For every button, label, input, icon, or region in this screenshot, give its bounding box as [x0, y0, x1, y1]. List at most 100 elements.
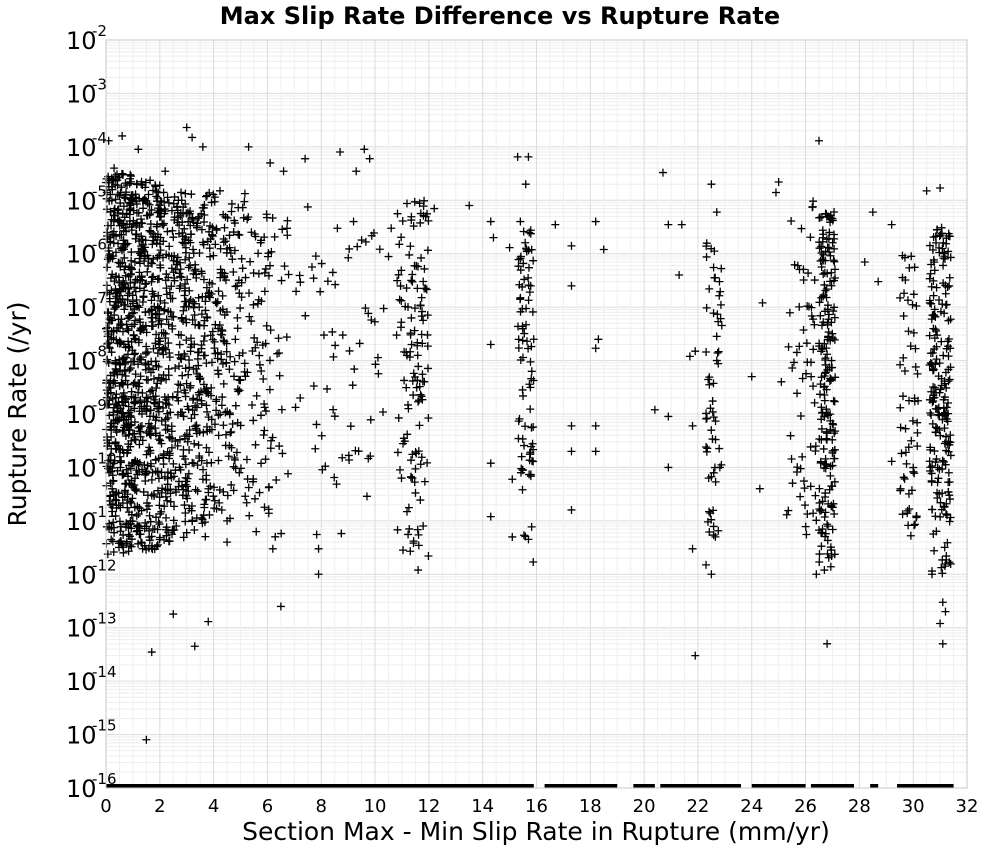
data-point — [944, 487, 953, 496]
data-point — [111, 359, 120, 368]
data-point — [195, 453, 204, 462]
data-point — [828, 363, 837, 372]
data-point — [517, 464, 526, 473]
data-point — [226, 428, 235, 437]
y-tick-exponent: -9 — [92, 396, 107, 414]
data-point — [205, 510, 214, 519]
data-point — [211, 420, 219, 429]
data-point — [113, 417, 122, 426]
data-point — [709, 413, 718, 422]
data-point — [161, 329, 170, 338]
data-point — [830, 244, 839, 253]
data-point — [929, 382, 938, 391]
x-tick-label: 22 — [686, 796, 709, 817]
data-point — [174, 330, 183, 339]
data-point — [215, 186, 224, 195]
data-point — [145, 210, 154, 219]
data-point — [216, 244, 225, 253]
data-point — [244, 289, 253, 298]
data-point — [516, 266, 525, 275]
data-point — [927, 476, 936, 485]
data-point — [120, 265, 129, 274]
data-point — [189, 303, 198, 312]
data-point — [180, 349, 189, 358]
data-point — [110, 368, 119, 377]
data-point — [265, 482, 274, 491]
data-point — [400, 437, 409, 446]
data-point — [829, 420, 838, 429]
data-point — [156, 233, 165, 242]
data-point — [142, 428, 151, 437]
data-point — [825, 377, 834, 386]
data-point — [188, 406, 197, 415]
data-point — [178, 491, 187, 500]
data-point — [938, 300, 947, 309]
data-point — [821, 368, 830, 377]
data-point — [787, 455, 796, 464]
data-point — [946, 253, 955, 262]
data-point — [212, 299, 221, 308]
data-point — [934, 474, 943, 483]
data-point — [166, 497, 175, 506]
data-point — [199, 380, 208, 389]
data-point — [181, 364, 190, 373]
data-point — [527, 342, 536, 351]
data-point — [176, 465, 185, 474]
data-point — [937, 223, 946, 232]
y-tick-base: 10 — [66, 668, 97, 696]
data-point — [419, 202, 428, 211]
data-point — [514, 322, 523, 331]
data-point — [860, 257, 869, 266]
data-point — [147, 205, 156, 214]
data-point — [524, 152, 533, 161]
data-point — [212, 224, 221, 233]
data-point — [126, 497, 135, 506]
data-point — [109, 547, 118, 556]
data-point — [527, 367, 536, 376]
data-point — [825, 228, 834, 237]
data-point — [896, 360, 905, 369]
data-point — [912, 512, 921, 521]
data-point — [124, 314, 133, 323]
data-point — [211, 240, 220, 249]
data-point — [201, 292, 210, 301]
data-point — [229, 486, 238, 495]
data-point — [321, 462, 330, 471]
data-point — [716, 300, 725, 309]
data-point — [688, 421, 697, 430]
data-point — [514, 335, 523, 344]
data-point — [108, 537, 117, 546]
data-point — [827, 501, 836, 510]
data-point — [817, 403, 826, 412]
data-point — [405, 353, 414, 362]
data-point — [133, 470, 142, 479]
data-point — [521, 422, 530, 431]
data-point — [249, 300, 258, 309]
data-point — [259, 430, 268, 439]
data-point — [807, 303, 816, 312]
data-point — [367, 231, 376, 240]
data-point — [207, 383, 216, 392]
data-point — [518, 385, 527, 394]
data-point — [134, 539, 143, 548]
data-point — [815, 550, 824, 559]
data-point — [107, 523, 116, 532]
data-point — [658, 168, 667, 177]
data-point — [348, 381, 357, 390]
data-point — [127, 542, 136, 551]
data-point — [911, 520, 920, 529]
data-point — [521, 532, 530, 541]
data-point — [419, 522, 428, 531]
data-point — [907, 436, 916, 445]
data-point — [148, 273, 157, 282]
data-point — [938, 598, 947, 607]
data-point — [131, 349, 140, 358]
data-point — [121, 394, 130, 403]
data-point — [114, 258, 123, 267]
data-point — [525, 288, 534, 297]
data-point — [180, 501, 189, 510]
data-point — [520, 329, 529, 338]
data-point — [800, 501, 809, 510]
data-point — [913, 369, 922, 378]
data-point — [115, 339, 124, 348]
